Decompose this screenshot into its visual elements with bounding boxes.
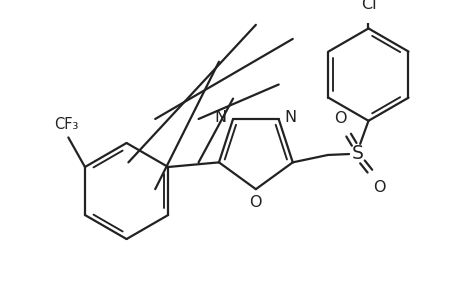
Text: N: N [284,110,296,124]
Text: CF₃: CF₃ [54,117,78,132]
Text: O: O [334,112,346,127]
Text: Cl: Cl [360,0,375,12]
Text: O: O [249,195,262,210]
Text: S: S [351,144,363,163]
Text: O: O [373,180,385,195]
Text: N: N [213,110,226,124]
